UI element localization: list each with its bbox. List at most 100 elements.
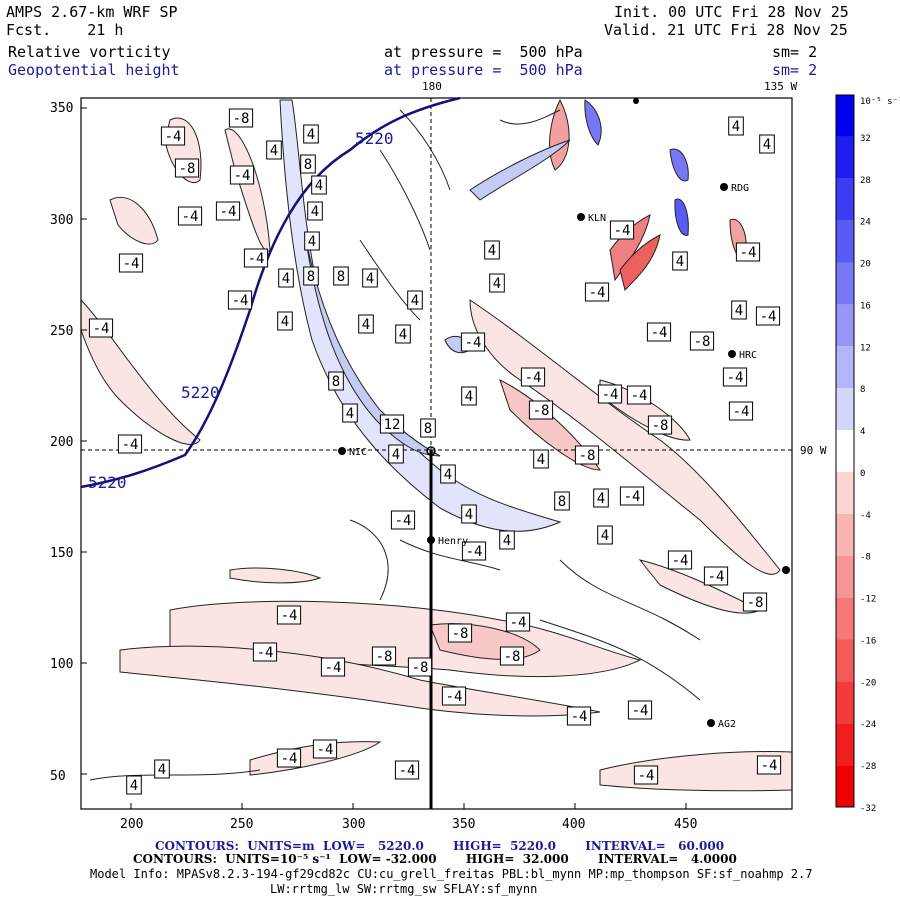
field1-level: at pressure = 500 hPa: [384, 43, 583, 61]
colorbar-label: -32: [860, 804, 876, 814]
contour-label: -4: [632, 703, 649, 719]
contour-label: -8: [233, 111, 250, 127]
colorbar-swatch: [836, 723, 854, 766]
colorbar-label: 24: [860, 218, 871, 228]
contour-label: 4: [315, 178, 323, 194]
x-tick-label: 450: [674, 817, 697, 832]
contour-label-box: [276, 748, 302, 768]
contour-label: -4: [525, 370, 542, 386]
colorbar-label: 16: [860, 301, 871, 311]
contour-label: 4: [488, 243, 496, 259]
contour-label: -4: [624, 489, 641, 505]
contour-label: -4: [571, 709, 588, 725]
contour-label-box: [307, 201, 323, 221]
contour-label-box: [441, 686, 467, 706]
contour-label-box: [609, 220, 635, 240]
contour-label-box: [311, 175, 327, 195]
colorbar-label: 8: [860, 385, 865, 395]
contour-label: -4: [446, 689, 463, 705]
station-label: NIC: [349, 447, 367, 458]
station-marker: [427, 536, 435, 544]
colorbar-label: 28: [860, 176, 871, 186]
contour-label: -8: [694, 334, 711, 350]
colorbar-label: -16: [860, 636, 876, 646]
contour-label: -4: [638, 768, 655, 784]
colorbar-swatch: [836, 346, 854, 389]
contour-label-box: [647, 415, 673, 435]
colorbar-swatch: [836, 471, 854, 514]
contour-label: -4: [317, 742, 334, 758]
contour-label: 4: [308, 234, 316, 250]
colorbar-label: -28: [860, 762, 876, 772]
field2-name: Geopotential height: [8, 61, 180, 79]
contour-label-box: [277, 311, 293, 331]
contour-label: -4: [708, 569, 725, 585]
contour-label-box: [88, 318, 114, 338]
contour-label-box: [333, 266, 349, 286]
contour-label-box: [177, 206, 203, 226]
colorbar-swatch: [836, 178, 854, 221]
contour-label-box: [489, 273, 505, 293]
contour-label: 4: [465, 507, 473, 523]
x-tick-label: 300: [342, 817, 365, 832]
contour-label: -4: [727, 370, 744, 386]
forecast-hour: Fcst. 21 h: [6, 21, 124, 39]
contour-label-box: [461, 541, 487, 561]
contour-label: -4: [248, 251, 265, 267]
contour-label: 4: [366, 271, 374, 287]
contour-label-box: [756, 755, 782, 775]
y-tick-label: 350: [50, 101, 73, 116]
colorbar-label: -24: [860, 720, 876, 730]
pole-marker: [426, 446, 436, 456]
contour-label-box: [252, 642, 278, 662]
contour-label-box: [440, 464, 456, 484]
contour-label-box: [619, 486, 645, 506]
axis-tick-marks: [81, 107, 687, 809]
contour-label: 8: [332, 374, 340, 390]
footer-model-info-2: LW:rrtmg_lw SW:rrtmg_sw SFLAY:sf_mynn: [270, 882, 538, 896]
contour-label: 8: [424, 421, 432, 437]
contour-label: 8: [337, 269, 345, 285]
contour-label: -4: [761, 758, 778, 774]
contour-label-box: [371, 646, 397, 666]
station-marker: [707, 719, 715, 727]
contour-label-box: [520, 367, 546, 387]
contour-label-box: [390, 510, 416, 530]
height-label: 5220: [181, 383, 220, 402]
contour-label: -8: [533, 403, 550, 419]
contour-label: -4: [257, 645, 274, 661]
contour-label: -4: [589, 285, 606, 301]
contour-label-box: [304, 231, 320, 251]
contour-label-box: [626, 385, 652, 405]
contour-label-box: [407, 657, 433, 677]
contour-label: 4: [282, 271, 290, 287]
contour-label: -4: [93, 321, 110, 337]
x-axis-ticks: 200 250 300 350 400 450: [120, 817, 697, 832]
contour-label: -8: [579, 448, 596, 464]
y-tick-label: 200: [50, 435, 73, 450]
x-tick-label: 200: [120, 817, 143, 832]
init-time: Init. 00 UTC Fri 28 Nov 25: [614, 3, 849, 21]
x-tick-label: 400: [562, 817, 585, 832]
station-label: Henry: [438, 536, 468, 547]
colorbar-label: 12: [860, 343, 871, 353]
contour-label-box: [593, 488, 609, 508]
contour-label-box: [499, 530, 515, 550]
contour-label-box: [160, 126, 186, 146]
contour-label-box: [243, 248, 269, 268]
contour-label-box: [328, 371, 344, 391]
station-label: HRC: [739, 350, 757, 361]
contour-label: -4: [122, 437, 139, 453]
contour-label: -4: [234, 168, 251, 184]
x-tick-label: 350: [452, 817, 475, 832]
contour-label-box: [303, 266, 319, 286]
contour-label: 4: [537, 452, 545, 468]
contour-label-box: [278, 268, 294, 288]
height-label: 5220: [355, 129, 394, 148]
contour-label-box: [499, 646, 525, 666]
station-label: KLN: [588, 213, 606, 224]
contour-label: 4: [270, 143, 278, 159]
colorbar-label: -12: [860, 595, 876, 605]
